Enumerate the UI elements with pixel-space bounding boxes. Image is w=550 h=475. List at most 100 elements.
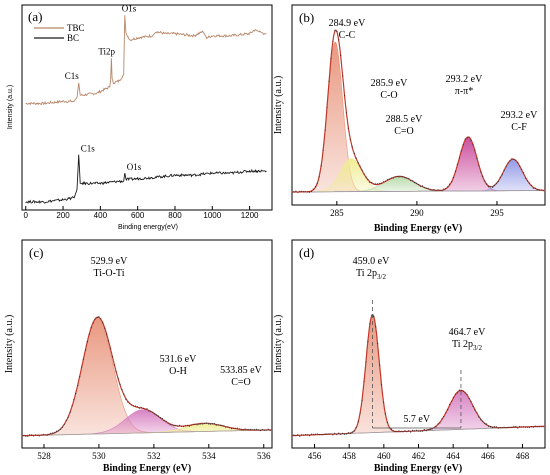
- data-point: [261, 429, 263, 431]
- panel-b-letter: (b): [299, 10, 314, 25]
- data-point: [106, 333, 108, 335]
- peak-label-assignment: C=O: [394, 126, 414, 137]
- peak-label-energy: 288.5 eV: [386, 114, 423, 125]
- data-point: [314, 433, 316, 435]
- data-point: [460, 389, 462, 391]
- panel-d-xaxis: 456 458 460 462 464 466 468: [308, 444, 530, 461]
- data-point: [523, 172, 525, 174]
- peak-label-assignment-text: C=O: [231, 377, 251, 388]
- panel-b-xaxis: 285 290 295: [330, 201, 504, 218]
- data-point: [269, 429, 271, 431]
- data-point: [107, 340, 110, 342]
- data-point: [439, 189, 441, 191]
- data-point: [497, 427, 499, 429]
- peak-label-assignment-text: Ti 2p: [452, 339, 473, 350]
- data-point: [181, 425, 183, 427]
- data-point: [470, 400, 472, 403]
- data-point: [138, 407, 140, 409]
- data-point: [301, 434, 303, 436]
- data-point: [519, 165, 521, 167]
- data-point: [410, 179, 412, 182]
- data-point: [231, 428, 233, 430]
- data-point: [125, 398, 127, 400]
- data-point: [351, 431, 353, 433]
- data-point: [526, 426, 529, 428]
- data-point: [449, 403, 451, 406]
- data-point: [404, 430, 406, 432]
- data-point: [297, 434, 299, 436]
- panel-c-letter: (c): [29, 245, 43, 260]
- data-point: [373, 316, 375, 318]
- data-point: [425, 187, 427, 189]
- data-point: [136, 406, 138, 408]
- data-point: [377, 183, 379, 185]
- data-point: [169, 423, 171, 426]
- peak-label-assignment-text: C-F: [511, 122, 527, 133]
- data-point: [447, 409, 449, 411]
- xtick-label: 458: [342, 451, 356, 461]
- data-point: [175, 425, 177, 427]
- data-point: [476, 157, 478, 160]
- data-point: [86, 341, 88, 343]
- peak-label-energy: 529.9 eV: [91, 256, 128, 267]
- data-point: [248, 429, 250, 431]
- panel-a-ylabel: Intensity (a.u.): [7, 85, 14, 129]
- data-point: [299, 435, 301, 437]
- data-point: [129, 402, 131, 405]
- data-point: [462, 390, 464, 392]
- data-point: [347, 432, 349, 434]
- xtick-label: 528: [37, 451, 51, 461]
- data-point: [38, 435, 40, 437]
- xtick-label: 536: [257, 451, 271, 461]
- data-point: [314, 185, 316, 188]
- data-point: [513, 426, 515, 428]
- panel-c-frame: [21, 239, 273, 449]
- data-point: [202, 423, 204, 425]
- data-point: [328, 80, 330, 82]
- panel-c-xaxis: 528 530 532 534 536: [37, 444, 271, 461]
- measured-data-points: [21, 316, 273, 437]
- data-point: [499, 427, 501, 429]
- data-point: [334, 30, 336, 32]
- data-point: [322, 434, 324, 436]
- data-point: [466, 394, 468, 396]
- panel-b-frame: [291, 4, 546, 206]
- data-point: [102, 322, 104, 324]
- data-point: [40, 434, 42, 436]
- data-point: [404, 177, 406, 179]
- data-point: [523, 426, 525, 428]
- data-point: [79, 376, 81, 378]
- data-point: [316, 433, 318, 435]
- data-point: [488, 425, 490, 427]
- fit-component-peak: [291, 390, 546, 436]
- data-point: [365, 176, 367, 178]
- data-point: [462, 144, 464, 146]
- data-point: [173, 425, 175, 427]
- data-point: [240, 429, 242, 431]
- data-point: [299, 190, 301, 192]
- data-point: [419, 185, 421, 187]
- data-point: [308, 435, 311, 437]
- data-point: [375, 326, 377, 328]
- data-point: [355, 426, 357, 428]
- data-point: [386, 179, 388, 181]
- peak-label-assignment: O-H: [169, 366, 187, 377]
- data-point: [363, 173, 365, 175]
- data-point: [369, 323, 371, 325]
- xtick-label: 400: [94, 211, 108, 220]
- data-point: [538, 189, 540, 191]
- data-point: [57, 430, 60, 432]
- data-point: [476, 412, 478, 414]
- legend-tbc-label: TBC: [67, 23, 85, 33]
- peak-label-assignment: Ti-O-Ti: [94, 268, 125, 279]
- data-point: [441, 418, 443, 420]
- data-point: [380, 182, 383, 184]
- peak-label-assignment: C-O: [380, 90, 397, 101]
- data-point: [98, 316, 100, 318]
- data-point: [150, 410, 152, 412]
- data-point: [517, 161, 519, 163]
- survey-peak-label: C1s: [65, 71, 80, 81]
- peak-label-energy: 293.2 eV: [446, 74, 483, 85]
- series-tbc-line: [25, 15, 267, 106]
- data-point: [100, 318, 102, 320]
